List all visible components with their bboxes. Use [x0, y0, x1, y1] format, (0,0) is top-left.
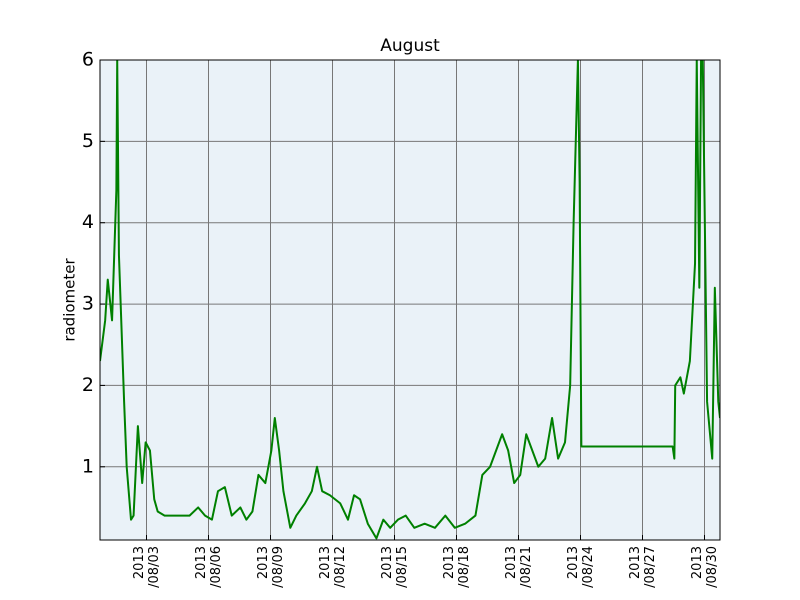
chart-title: August	[380, 36, 440, 56]
x-tick-label: 2013 /08/03	[131, 546, 162, 588]
x-tick-label: 2013 /08/30	[689, 546, 720, 588]
x-tick-label: 2013 /08/24	[565, 546, 596, 588]
y-tick-label: 1	[82, 455, 94, 477]
x-tick-label: 2013 /08/18	[441, 546, 472, 588]
x-tick-label: 2013 /08/27	[627, 546, 658, 588]
x-tick-label: 2013 /08/15	[379, 546, 410, 588]
x-tick-label: 2013 /08/06	[193, 546, 224, 588]
y-tick-label: 3	[82, 293, 94, 315]
y-tick-label: 2	[82, 374, 94, 396]
y-axis-label: radiometer	[61, 257, 79, 341]
x-tick-label: 2013 /08/21	[503, 546, 534, 588]
y-tick-label: 4	[82, 211, 94, 233]
data-line	[100, 60, 720, 540]
plot-area	[100, 60, 720, 540]
x-tick-label: 2013 /08/12	[317, 546, 348, 588]
y-tick-label: 5	[82, 130, 94, 152]
plot-frame	[99, 59, 721, 541]
x-tick-label: 2013 /08/09	[255, 546, 286, 588]
y-tick-label: 6	[82, 49, 94, 71]
